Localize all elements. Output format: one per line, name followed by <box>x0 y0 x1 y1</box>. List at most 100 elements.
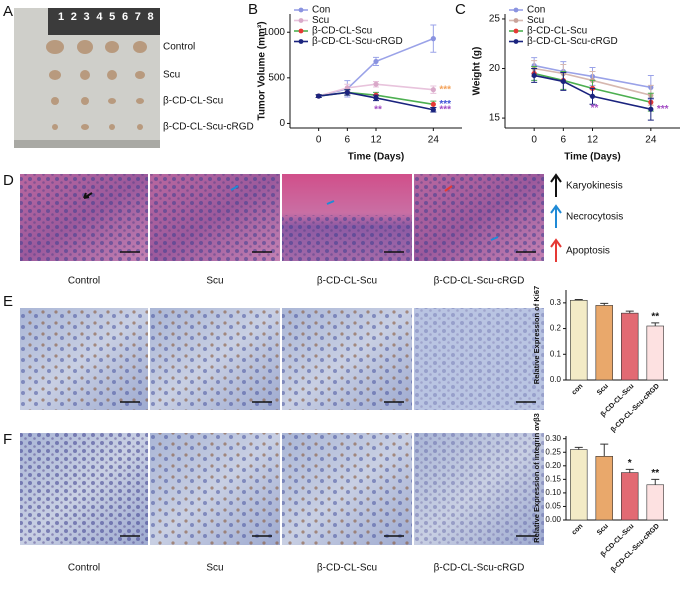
ihc-texture <box>282 308 412 410</box>
y-tick-label: 0.20 <box>545 461 561 470</box>
data-point <box>373 95 379 101</box>
series-line <box>534 67 652 97</box>
data-point <box>648 106 654 112</box>
x-axis-label: Time (Days) <box>348 152 405 163</box>
y-tick-label: 500 <box>268 72 285 83</box>
legend-label: β-CD-CL-Scu-cRGD <box>312 36 403 47</box>
group-label: β-CD-CL-Scu-cRGD <box>434 276 525 287</box>
group-label: Scu <box>206 563 223 574</box>
bar <box>595 456 613 521</box>
x-tick-label: β-CD-CL-Scu-cRGD <box>610 523 661 574</box>
group-label: Scu <box>206 276 223 287</box>
legend-label: β-CD-CL-Scu-cRGD <box>527 36 618 47</box>
group-label: β-CD-CL-Scu <box>163 96 223 107</box>
significance: * <box>628 458 632 469</box>
ihc-texture <box>20 433 148 545</box>
y-axis-label: Relative Expression of integrin αvβ3 <box>532 413 541 543</box>
significance: ** <box>651 468 659 479</box>
y-tick-label: 0.30 <box>545 434 561 443</box>
data-point <box>430 101 436 107</box>
bar <box>621 312 639 381</box>
legend-marker <box>513 28 519 34</box>
series-line <box>318 83 434 97</box>
bar <box>646 484 664 521</box>
panel-letter: F <box>3 431 12 448</box>
ruler-digit: 8 <box>148 11 154 23</box>
group-label: Control <box>68 276 100 287</box>
photos <box>14 8 562 545</box>
group-label: β-CD-CL-Scu-cRGD <box>163 122 254 133</box>
x-tick-label: 0 <box>316 135 322 146</box>
y-tick-label: 0.25 <box>545 447 561 456</box>
ihc-texture <box>150 433 280 545</box>
x-tick-label: 0 <box>531 135 537 146</box>
ruler-digit: 4 <box>96 11 103 23</box>
legend-marker <box>513 18 519 23</box>
bar <box>570 299 588 381</box>
data-point <box>373 58 379 65</box>
ihc-texture <box>150 308 280 410</box>
panel-letter: E <box>3 293 13 310</box>
ruler-digit: 7 <box>135 11 141 23</box>
error-bar <box>625 468 634 473</box>
x-tick-label: β-CD-CL-Scu-cRGD <box>610 383 661 434</box>
data-point <box>531 72 537 79</box>
y-tick-label: 25 <box>489 14 501 25</box>
bar <box>646 325 664 381</box>
y-tick-label: 0 <box>279 118 285 129</box>
x-tick-label: Scu <box>596 383 610 397</box>
y-tick-label: 0.3 <box>550 298 562 307</box>
data-point <box>430 107 436 113</box>
ruler-digit: 3 <box>84 11 90 23</box>
ruler-digit: 2 <box>71 11 77 23</box>
x-tick-label: con <box>571 383 585 397</box>
group-label: β-CD-CL-Scu <box>317 563 377 574</box>
legend-arrows <box>550 173 562 262</box>
panel-letter: D <box>3 172 14 189</box>
legend-label: Necrocytosis <box>566 212 623 223</box>
series-line <box>533 72 652 104</box>
y-tick-label: 0.05 <box>545 502 561 511</box>
x-tick-label: 12 <box>370 135 382 146</box>
y-tick-label: 0.1 <box>550 349 562 358</box>
data-point <box>589 93 596 99</box>
legend-marker <box>298 39 304 44</box>
ihc-texture <box>20 308 148 410</box>
legend-label: Con <box>312 5 330 16</box>
legend-marker <box>513 39 519 44</box>
he-texture <box>150 174 280 261</box>
data-point <box>430 87 436 93</box>
legend-label: Con <box>527 5 545 16</box>
bar <box>595 305 613 381</box>
error-bar <box>625 310 634 314</box>
series-line <box>318 91 434 111</box>
ruler-digit: 5 <box>109 11 115 23</box>
y-tick-label: 0.00 <box>545 515 561 524</box>
ihc-texture <box>414 433 544 545</box>
ihc-texture <box>414 308 544 410</box>
scale-bars <box>120 251 536 537</box>
panel-letter: C <box>455 1 466 18</box>
y-tick-label: 20 <box>489 63 501 74</box>
x-tick-label: con <box>571 523 585 537</box>
group-label: β-CD-CL-Scu <box>317 276 377 287</box>
bar <box>570 449 588 521</box>
bar <box>621 472 639 521</box>
ihc-texture <box>282 433 412 545</box>
error-bar <box>574 299 583 301</box>
group-label: Control <box>68 563 100 574</box>
y-tick-label: 15 <box>489 113 501 124</box>
panel-letter: B <box>248 1 258 18</box>
significance: *** <box>439 84 451 95</box>
he-texture <box>20 174 148 261</box>
series-line <box>534 74 652 110</box>
data-point <box>344 89 350 96</box>
significance: *** <box>439 99 451 110</box>
legend-label: β-CD-CL-Scu <box>527 26 587 37</box>
y-axis-label: Tumor Volume (mm³) <box>257 21 268 120</box>
legend-label: Karyokinesis <box>566 181 623 192</box>
error-bar <box>574 446 583 450</box>
data-point <box>560 78 566 85</box>
panel-letter: A <box>3 3 13 20</box>
